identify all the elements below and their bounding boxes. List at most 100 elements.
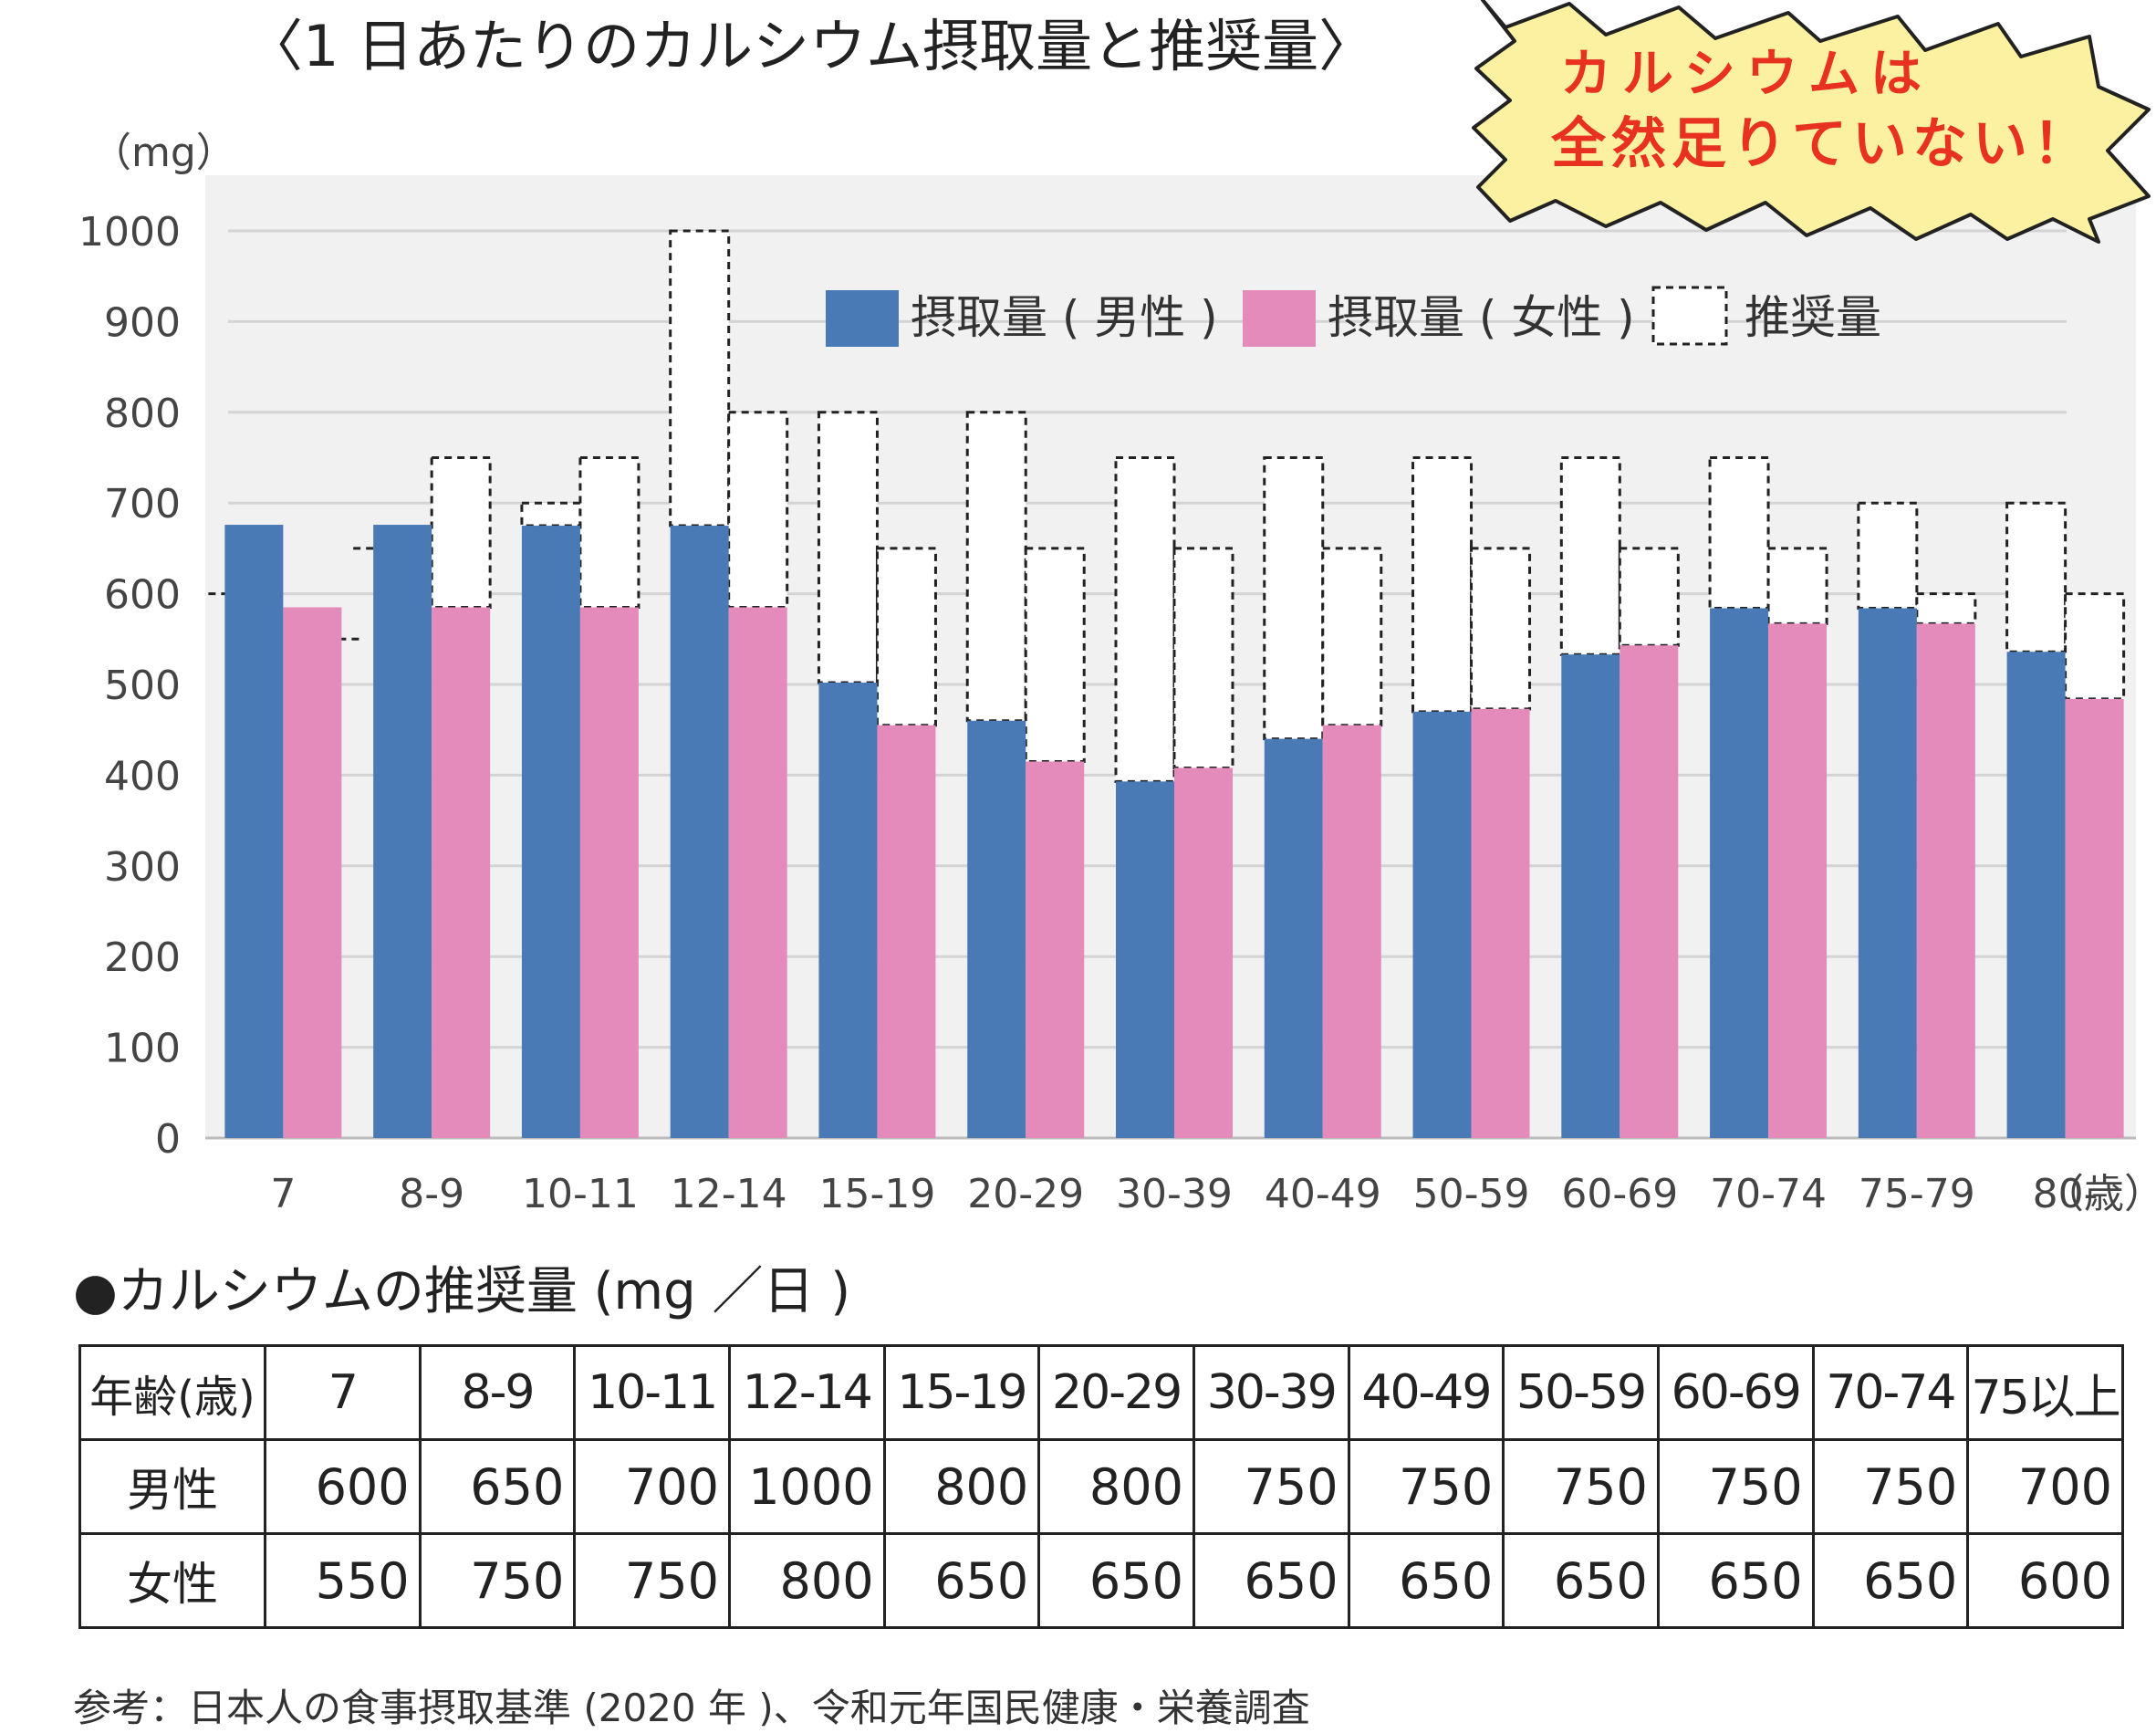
bar-male bbox=[224, 525, 284, 1138]
table-cell: 750 bbox=[1811, 1438, 1970, 1535]
bar-female bbox=[2065, 698, 2124, 1138]
x-tick-label: 80- bbox=[2033, 1171, 2099, 1217]
bar-male bbox=[1561, 654, 1620, 1138]
bar-male bbox=[373, 525, 432, 1138]
y-tick-label: 0 bbox=[155, 1116, 181, 1163]
y-tick-label: 900 bbox=[104, 299, 181, 346]
recommended-box-male bbox=[1559, 456, 1621, 656]
bar-female bbox=[283, 607, 342, 1138]
recommended-box-male bbox=[1114, 456, 1176, 783]
y-tick-label: 600 bbox=[104, 572, 181, 619]
table-cell: 750 bbox=[1192, 1438, 1350, 1535]
recommended-box-male bbox=[2005, 501, 2067, 653]
y-tick-label: 500 bbox=[104, 663, 181, 709]
table-header-row: 年齢(歳) 7 8-9 10-11 12-14 15-19 20-29 30-3… bbox=[78, 1344, 2124, 1441]
legend-swatch-female bbox=[1243, 290, 1316, 347]
legend-swatch-male bbox=[826, 290, 899, 347]
table-cell: 750 bbox=[573, 1532, 731, 1629]
y-tick-label: 1000 bbox=[78, 209, 181, 256]
y-tick-label: 800 bbox=[104, 391, 181, 437]
x-tick-label: 40-49 bbox=[1265, 1171, 1381, 1217]
bar-female bbox=[432, 607, 491, 1138]
recommended-box-female bbox=[1618, 547, 1680, 647]
recommended-box-male bbox=[1411, 456, 1474, 714]
source-note: 参考：日本人の食事摂取基準 (2020 年 )、令和元年国民健康・栄養調査 bbox=[73, 1686, 1310, 1730]
table-row-head: 男性 bbox=[78, 1438, 266, 1535]
legend-swatch-recommended bbox=[1651, 286, 1728, 346]
recommended-box-female bbox=[1024, 547, 1086, 763]
table-cell: 750 bbox=[1347, 1438, 1505, 1535]
recommended-box-male bbox=[1857, 501, 1919, 611]
bar-female bbox=[877, 725, 936, 1138]
bar-female bbox=[1026, 761, 1085, 1138]
y-tick-label: 400 bbox=[104, 753, 181, 799]
table-cell: 600 bbox=[264, 1438, 422, 1535]
table-cell: 700 bbox=[1966, 1438, 2124, 1535]
table-cell: 750 bbox=[418, 1532, 577, 1629]
bar-female bbox=[728, 607, 787, 1138]
bar-male bbox=[967, 720, 1026, 1138]
recommended-box-female bbox=[727, 411, 789, 610]
y-tick-label: 700 bbox=[104, 481, 181, 527]
bar-male bbox=[1116, 781, 1174, 1138]
table-header-cell: 40-49 bbox=[1347, 1344, 1505, 1441]
table-header-cell: 12-14 bbox=[727, 1344, 886, 1441]
x-tick-label: 75-79 bbox=[1859, 1171, 1975, 1217]
bar-female bbox=[1174, 767, 1233, 1138]
table-cell: 650 bbox=[1656, 1532, 1815, 1629]
x-tick-label: 30-39 bbox=[1116, 1171, 1233, 1217]
recommended-box-female bbox=[875, 547, 937, 727]
y-unit-label: （mg） bbox=[91, 130, 236, 176]
x-tick-label: 7 bbox=[270, 1171, 296, 1217]
bar-male bbox=[1710, 608, 1769, 1138]
table-cell: 800 bbox=[1037, 1438, 1195, 1535]
legend-label-male: 摂取量 ( 男性 ) bbox=[911, 291, 1218, 344]
table-cell: 800 bbox=[882, 1438, 1041, 1535]
recommended-box-female bbox=[1321, 547, 1383, 727]
table-cell: 650 bbox=[418, 1438, 577, 1535]
table-header-cell: 15-19 bbox=[882, 1344, 1041, 1441]
table-cell: 800 bbox=[727, 1532, 886, 1629]
recommended-table: 年齢(歳) 7 8-9 10-11 12-14 15-19 20-29 30-3… bbox=[78, 1344, 2124, 1629]
recommended-box-male bbox=[520, 501, 582, 527]
x-tick-label: 60-69 bbox=[1561, 1171, 1678, 1217]
legend-label-recommended: 推奨量 bbox=[1745, 291, 1881, 344]
table-cell: 650 bbox=[1347, 1532, 1505, 1629]
recommended-box-male bbox=[1708, 456, 1770, 611]
y-tick-label: 300 bbox=[104, 844, 181, 891]
x-tick-label: 50-59 bbox=[1413, 1171, 1530, 1217]
table-row: 女性 550 750 750 800 650 650 650 650 650 6… bbox=[78, 1532, 2124, 1629]
table-cell: 550 bbox=[264, 1532, 422, 1629]
recommended-box-male bbox=[669, 229, 731, 527]
bar-female bbox=[1620, 645, 1679, 1138]
table-cell: 750 bbox=[1502, 1438, 1660, 1535]
bar-male bbox=[1412, 711, 1472, 1138]
bar-female bbox=[1768, 623, 1828, 1138]
table-header-cell: 7 bbox=[264, 1344, 422, 1441]
callout-line2: 全然足りていない！ bbox=[1550, 112, 2093, 176]
bar-male bbox=[818, 683, 878, 1138]
table-cell: 650 bbox=[1502, 1532, 1660, 1629]
y-tick-label: 200 bbox=[104, 934, 181, 981]
recommended-box-female bbox=[430, 456, 492, 610]
chart-title: 〈1 日あたりのカルシウム摂取量と推奨量〉 bbox=[246, 13, 1376, 79]
recommended-box-male bbox=[817, 411, 879, 684]
bar-male bbox=[2006, 652, 2066, 1138]
y-tick-label: 100 bbox=[104, 1026, 181, 1072]
recommended-outlines bbox=[208, 229, 2126, 783]
table-cell: 650 bbox=[1037, 1532, 1195, 1629]
x-unit-label: （歳） bbox=[2044, 1171, 2156, 1217]
table-cell: 700 bbox=[573, 1438, 731, 1535]
table-cell: 650 bbox=[882, 1532, 1041, 1629]
table-header-cell: 20-29 bbox=[1037, 1344, 1195, 1441]
x-tick-label: 15-19 bbox=[819, 1171, 936, 1217]
table-cell: 650 bbox=[1811, 1532, 1970, 1629]
bar-female bbox=[1916, 623, 1975, 1138]
table-title: ●カルシウムの推奨量 (mg ／日 ) bbox=[73, 1262, 851, 1321]
table-header-cell: 75以上 bbox=[1966, 1344, 2124, 1441]
table-header-cell: 年齢(歳) bbox=[78, 1344, 266, 1441]
bar-male bbox=[1264, 738, 1323, 1138]
table-header-cell: 10-11 bbox=[573, 1344, 731, 1441]
recommended-box-female bbox=[1915, 592, 1977, 625]
table-header-cell: 30-39 bbox=[1192, 1344, 1350, 1441]
